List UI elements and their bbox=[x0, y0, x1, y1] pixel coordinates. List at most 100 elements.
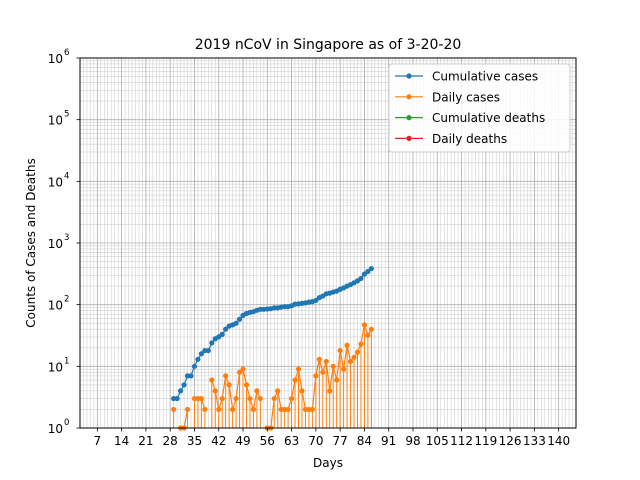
y-tick-label: 10 bbox=[48, 422, 63, 436]
x-tick-label: 77 bbox=[332, 434, 347, 448]
data-point bbox=[247, 395, 253, 402]
data-point bbox=[347, 358, 354, 365]
legend-label: Cumulative cases bbox=[432, 70, 538, 84]
data-point bbox=[337, 347, 343, 354]
y-tick-exponent: 2 bbox=[64, 295, 69, 305]
x-tick-label: 105 bbox=[426, 434, 449, 448]
data-point bbox=[365, 268, 371, 275]
x-tick-label: 14 bbox=[114, 434, 129, 448]
x-tick-label: 119 bbox=[474, 434, 497, 448]
y-axis-label: Counts of Cases and Deaths bbox=[24, 158, 38, 327]
data-point bbox=[205, 347, 211, 354]
data-point bbox=[219, 395, 225, 402]
x-tick-label: 35 bbox=[187, 434, 202, 448]
legend-swatch-marker bbox=[406, 73, 412, 79]
data-point bbox=[299, 388, 305, 394]
y-tick-exponent: 0 bbox=[64, 418, 69, 428]
x-tick-label: 133 bbox=[523, 434, 546, 448]
data-point bbox=[202, 406, 208, 413]
x-tick-label: 140 bbox=[547, 434, 570, 448]
data-point bbox=[184, 406, 191, 413]
data-point bbox=[309, 406, 315, 413]
x-tick-label: 49 bbox=[235, 434, 250, 448]
legend-label: Daily cases bbox=[432, 90, 500, 104]
data-point bbox=[236, 369, 243, 375]
data-point bbox=[292, 377, 298, 383]
data-point bbox=[330, 363, 336, 369]
y-tick-label: 10 bbox=[48, 52, 63, 66]
x-tick-label: 112 bbox=[450, 434, 473, 448]
series-cumulative-cases bbox=[171, 265, 374, 402]
data-point bbox=[285, 406, 291, 413]
data-point bbox=[365, 332, 371, 338]
y-tick-label: 10 bbox=[48, 175, 63, 189]
x-tick-label: 70 bbox=[308, 434, 323, 448]
legend-label: Cumulative deaths bbox=[432, 111, 545, 125]
data-point bbox=[327, 388, 333, 394]
data-point bbox=[219, 331, 225, 337]
x-tick-label: 126 bbox=[499, 434, 522, 448]
data-point bbox=[212, 388, 218, 394]
data-point bbox=[250, 406, 257, 413]
y-tick-exponent: 3 bbox=[64, 233, 69, 243]
y-tick-label: 10 bbox=[48, 360, 63, 374]
data-point bbox=[226, 382, 232, 388]
data-point bbox=[216, 406, 222, 413]
data-point bbox=[271, 395, 277, 402]
data-point bbox=[233, 320, 239, 326]
data-point bbox=[198, 351, 204, 357]
x-tick-label: 56 bbox=[260, 434, 275, 448]
data-point bbox=[341, 366, 347, 372]
x-tick-label: 7 bbox=[94, 434, 102, 448]
chart-title: 2019 nCoV in Singapore as of 3-20-20 bbox=[195, 37, 462, 53]
y-tick-exponent: 4 bbox=[64, 171, 69, 181]
data-point bbox=[243, 382, 250, 388]
data-point bbox=[181, 382, 187, 388]
legend-swatch-marker bbox=[406, 135, 412, 141]
legend-swatch-marker bbox=[406, 94, 412, 100]
data-point bbox=[354, 349, 361, 355]
x-tick-label: 91 bbox=[381, 434, 396, 448]
x-tick-label: 21 bbox=[138, 434, 153, 448]
data-point bbox=[209, 340, 215, 346]
y-tick-exponent: 1 bbox=[64, 356, 69, 366]
data-point bbox=[320, 369, 326, 375]
data-point bbox=[368, 326, 374, 332]
data-point bbox=[257, 395, 263, 402]
data-point bbox=[230, 406, 236, 413]
data-point bbox=[313, 297, 319, 304]
data-point bbox=[174, 395, 180, 402]
data-point bbox=[223, 326, 229, 332]
y-tick-label: 10 bbox=[48, 237, 63, 251]
data-point bbox=[358, 275, 364, 282]
data-point bbox=[177, 388, 184, 394]
y-tick-label: 10 bbox=[48, 299, 63, 313]
data-point bbox=[275, 388, 281, 394]
data-point bbox=[351, 354, 357, 360]
data-point bbox=[295, 366, 302, 372]
data-point bbox=[344, 342, 350, 348]
y-tick-exponent: 5 bbox=[64, 110, 69, 120]
data-point bbox=[191, 363, 198, 369]
x-axis: 7 14 21 28 35 42 49 56 63 70 77 84 91 98 105 112 119 126 1… bbox=[94, 428, 570, 448]
data-point bbox=[254, 388, 260, 394]
data-point bbox=[171, 406, 177, 413]
data-point bbox=[368, 265, 374, 272]
data-point bbox=[316, 356, 322, 362]
x-tick-label: 42 bbox=[211, 434, 226, 448]
legend: Cumulative cases Daily cases Cumulative de… bbox=[388, 63, 571, 153]
data-point bbox=[223, 373, 229, 379]
x-tick-label: 28 bbox=[163, 434, 178, 448]
data-point bbox=[240, 366, 246, 372]
data-point bbox=[233, 395, 239, 402]
legend-box bbox=[388, 63, 571, 153]
data-point bbox=[334, 377, 340, 383]
data-point bbox=[236, 316, 243, 322]
x-tick-label: 63 bbox=[284, 434, 299, 448]
x-axis-label: Days bbox=[313, 456, 343, 470]
x-tick-label: 84 bbox=[357, 434, 372, 448]
y-tick-label: 10 bbox=[48, 114, 63, 128]
data-point bbox=[313, 373, 319, 379]
data-point bbox=[195, 356, 201, 362]
